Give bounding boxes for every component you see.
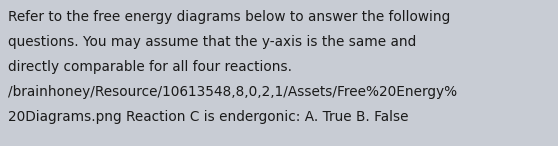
Text: 20Diagrams.png Reaction C is endergonic: A. True B. False: 20Diagrams.png Reaction C is endergonic:… bbox=[8, 110, 408, 124]
Text: /brainhoney/Resource/10613548,8,0,2,1/Assets/Free%20Energy%: /brainhoney/Resource/10613548,8,0,2,1/As… bbox=[8, 85, 457, 99]
Text: questions. You may assume that the y-axis is the same and: questions. You may assume that the y-axi… bbox=[8, 35, 416, 49]
Text: directly comparable for all four reactions.: directly comparable for all four reactio… bbox=[8, 60, 292, 74]
Text: Refer to the free energy diagrams below to answer the following: Refer to the free energy diagrams below … bbox=[8, 10, 450, 24]
